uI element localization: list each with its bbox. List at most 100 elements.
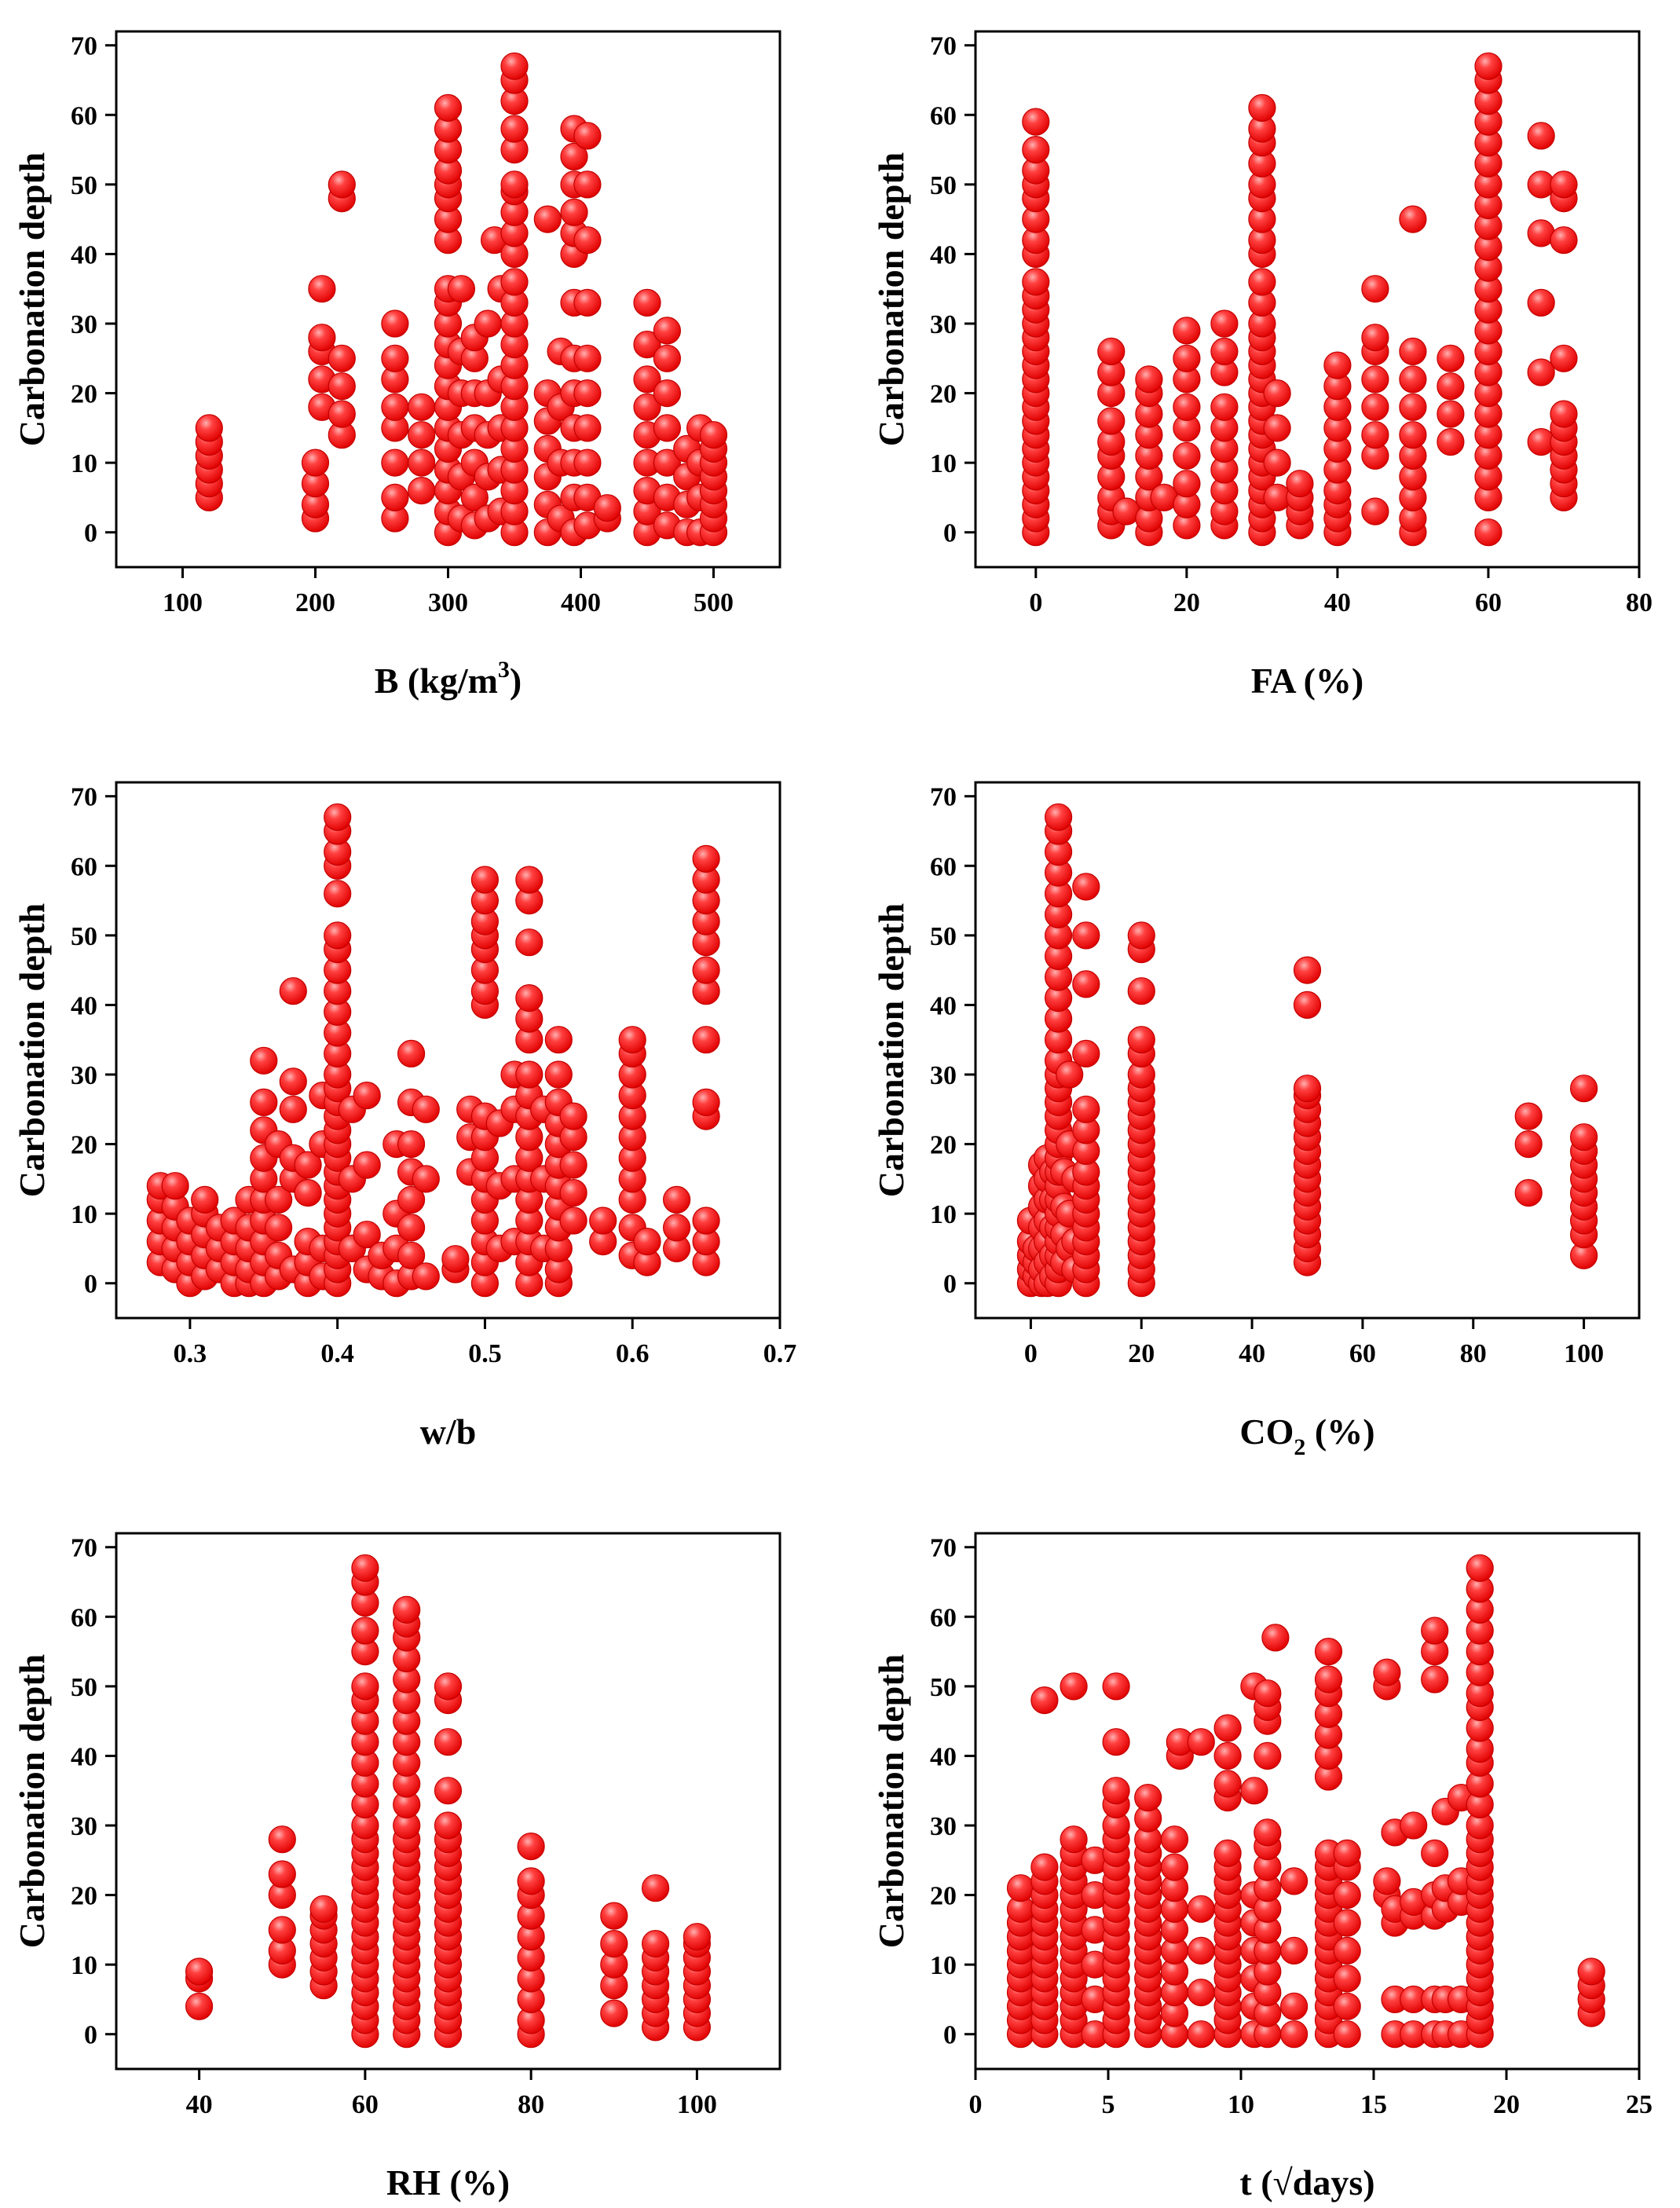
data-point: [294, 1151, 322, 1179]
data-point: [1361, 324, 1389, 352]
data-point: [662, 1214, 691, 1242]
plot-frame: [974, 781, 1641, 1320]
data-point: [692, 844, 720, 873]
data-point: [1056, 1060, 1084, 1089]
data-point: [1323, 351, 1352, 379]
y-tick-label: 20: [71, 380, 97, 409]
data-point: [1022, 136, 1050, 164]
scatter-points: [1022, 52, 1578, 547]
data-point: [1072, 970, 1100, 998]
data-point: [1173, 344, 1201, 372]
data-point: [351, 1672, 379, 1701]
data-point: [573, 288, 602, 317]
data-point: [1437, 372, 1465, 401]
data-point: [1160, 1825, 1189, 1854]
y-tick-label: 60: [930, 1603, 957, 1632]
y-tick-label: 50: [930, 1673, 957, 1702]
data-point: [1421, 1617, 1449, 1645]
data-point: [1333, 1936, 1361, 1964]
data-point: [408, 449, 436, 477]
y-tick-label: 70: [71, 32, 97, 61]
data-point: [600, 1930, 628, 1958]
y-tick-label: 30: [930, 1812, 957, 1841]
data-point: [1248, 93, 1276, 122]
y-tick-label: 30: [71, 1061, 97, 1090]
data-point: [1437, 427, 1465, 456]
x-tick-label: 0: [1024, 1339, 1038, 1368]
data-point: [397, 1039, 426, 1068]
data-point: [573, 449, 602, 477]
data-point: [328, 170, 356, 199]
data-point: [408, 393, 436, 421]
y-tick-label: 40: [71, 1742, 97, 1771]
data-point: [185, 1957, 214, 1986]
data-point: [1261, 1624, 1290, 1652]
data-point: [294, 1178, 322, 1207]
data-point: [559, 1151, 587, 1179]
data-point: [1569, 1075, 1598, 1103]
y-tick-label: 50: [71, 171, 97, 200]
y-tick-label: 40: [71, 240, 97, 269]
data-point: [573, 379, 602, 408]
data-point: [1399, 365, 1427, 394]
data-point: [1550, 226, 1578, 254]
data-point: [441, 1245, 470, 1273]
data-point: [1514, 1130, 1543, 1159]
plot-frame: [115, 781, 781, 1320]
data-point: [633, 365, 661, 394]
data-point: [1279, 1867, 1308, 1895]
data-point: [1044, 803, 1073, 831]
data-point: [1127, 921, 1155, 950]
data-point: [692, 1088, 720, 1117]
y-tick-label: 40: [930, 240, 957, 269]
data-point: [653, 344, 682, 372]
y-tick-label: 40: [930, 1742, 957, 1771]
data-point: [353, 1081, 381, 1110]
data-point: [1072, 921, 1100, 950]
data-point: [279, 1095, 307, 1123]
data-point: [1160, 1853, 1189, 1881]
data-point: [1210, 309, 1239, 338]
data-point: [1373, 1867, 1401, 1895]
y-tick-label: 70: [930, 1534, 957, 1563]
data-point: [1550, 400, 1578, 428]
y-tick-label: 0: [943, 2021, 957, 2050]
data-point: [1173, 317, 1201, 345]
y-tick-label: 0: [943, 519, 957, 548]
plot-frame: [115, 1532, 781, 2071]
data-point: [1254, 1818, 1282, 1847]
data-point: [1135, 365, 1163, 394]
scatter-panel-2: 0 20 40 60 80 0 10 20 30 40 50 60 70 Carbonation dept…: [871, 30, 1653, 701]
data-point: [308, 275, 336, 303]
y-tick-label: 30: [930, 1061, 957, 1090]
data-point: [573, 414, 602, 442]
data-point: [434, 1672, 463, 1701]
data-point: [1514, 1178, 1543, 1207]
data-point: [1263, 414, 1291, 442]
y-tick-label: 10: [71, 449, 97, 478]
data-point: [328, 372, 356, 401]
scatter-points: [1016, 803, 1598, 1298]
y-tick-label: 40: [930, 991, 957, 1020]
data-point: [633, 1227, 661, 1256]
y-tick-label: 40: [71, 991, 97, 1020]
x-tick-label: 100: [677, 2090, 717, 2119]
data-point: [161, 1172, 189, 1200]
data-point: [1030, 1686, 1059, 1715]
data-point: [1527, 122, 1555, 150]
data-point: [1527, 358, 1555, 386]
data-point: [633, 288, 661, 317]
data-point: [1293, 956, 1322, 984]
data-point: [600, 1999, 628, 2027]
x-tick-label: 40: [1324, 588, 1351, 617]
y-tick-label: 60: [71, 1603, 97, 1632]
data-point: [1173, 393, 1201, 421]
data-point: [1286, 470, 1314, 498]
data-point: [408, 421, 436, 449]
x-tick-label: 0.4: [320, 1339, 354, 1368]
data-point: [397, 1185, 426, 1214]
x-axis-title: FA (%): [1251, 661, 1364, 701]
x-tick-label: 100: [1564, 1339, 1604, 1368]
data-point: [408, 476, 436, 505]
